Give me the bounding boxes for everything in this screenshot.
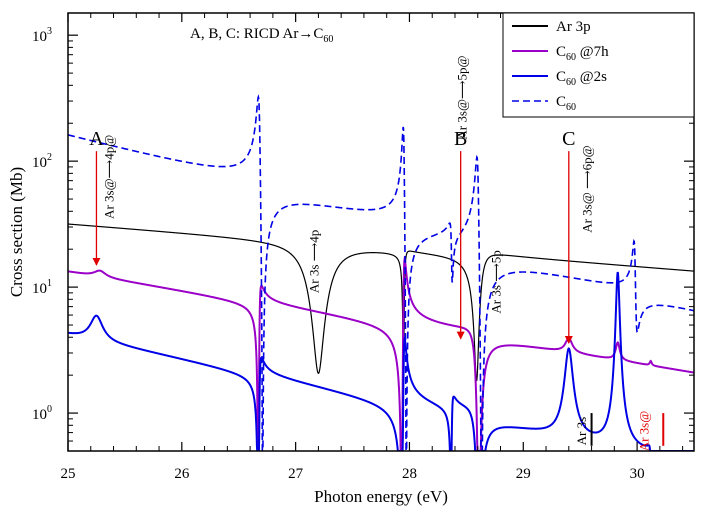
series-line-0 (68, 223, 694, 382)
y-tick-label: 101 (32, 278, 52, 297)
legend-sub: 60 (566, 77, 576, 88)
legend-suffix: @2s (576, 69, 607, 85)
legend-label: C60 (556, 94, 576, 113)
legend-name: C (556, 44, 566, 60)
series-line-2 (68, 271, 694, 451)
y-tick-exp: 2 (47, 152, 52, 163)
chart-title: A, B, C: RICD Ar→C60 (190, 26, 333, 45)
chart-title-sub: 60 (323, 34, 333, 45)
annotation-label: Ar 3s@ (636, 411, 651, 452)
marker-label: C (562, 128, 575, 150)
legend-box (502, 12, 695, 118)
series-layer (68, 94, 694, 451)
x-tick-label: 25 (61, 466, 76, 482)
y-tick-base: 10 (32, 281, 47, 297)
x-tick-label: 26 (174, 466, 190, 482)
legend-label: Ar 3p (556, 19, 591, 35)
annotation-label: Ar 3s@⟶4p@ (102, 135, 117, 219)
annotation-label: Ar 3s (574, 417, 589, 446)
annotation-label: Ar 3s ⟶5p (489, 250, 504, 313)
y-tick-exp: 0 (47, 404, 52, 415)
annotation-label: Ar 3s ⟶4p (306, 230, 321, 293)
legend-sub: 60 (566, 102, 576, 113)
annotation-layer: A B C Ar 3s@⟶4p@ Ar 3s ⟶4p Ar 3s@⟶5p@ Ar 3s ⟶5… (89, 55, 665, 452)
y-tick-label: 103 (32, 26, 52, 45)
plot-frame (67, 12, 695, 452)
y-axis-label: Cross section (Mb) (7, 167, 26, 297)
y-tick-base: 10 (32, 29, 47, 45)
legend-label: C60 @7h (556, 44, 609, 63)
legend-name: C (556, 94, 566, 110)
annotation-label: Ar 3s@ ⟶6p@ (580, 145, 595, 232)
marker-label: B (454, 128, 467, 150)
x-tick-label: 29 (516, 466, 531, 482)
legend-suffix: @7h (576, 44, 609, 60)
y-tick-base: 10 (32, 407, 47, 423)
legend-label: C60 @2s (556, 69, 607, 88)
legend-name: C (556, 69, 566, 85)
chart-title-main: A, B, C: RICD Ar→C (190, 26, 323, 42)
y-tick-label: 102 (32, 152, 52, 171)
x-tick-label: 30 (630, 466, 645, 482)
marker-label: A (89, 128, 104, 150)
y-tick-label: 100 (32, 404, 52, 423)
x-tick-label: 27 (288, 466, 304, 482)
legend-name: Ar 3p (556, 19, 591, 35)
x-axis-label: Photon energy (eV) (314, 487, 448, 506)
y-tick-exp: 1 (47, 278, 52, 289)
legend-sub: 60 (566, 52, 576, 63)
annotation-label: Ar 3s@⟶5p@ (454, 55, 469, 139)
x-tick-label: 28 (402, 466, 417, 482)
y-tick-base: 10 (32, 155, 47, 171)
series-line-3 (68, 94, 694, 451)
y-tick-exp: 3 (47, 26, 52, 37)
series-line-1 (68, 255, 694, 451)
